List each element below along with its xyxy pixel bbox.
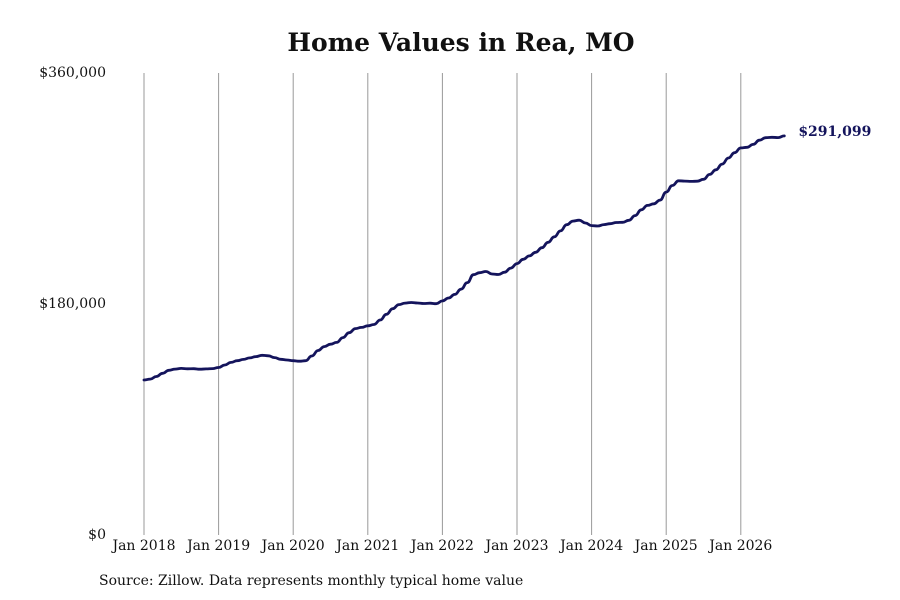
y-axis-ticks: $0 $180,000 $360,000 — [39, 65, 106, 543]
x-tick-label: Jan 2018 — [110, 538, 175, 554]
source-note: Source: Zillow. Data represents monthly … — [99, 573, 524, 589]
x-tick-label: Jan 2023 — [483, 538, 548, 554]
x-tick-label: Jan 2022 — [409, 538, 474, 554]
y-tick-label: $0 — [88, 527, 106, 543]
x-tick-label: Jan 2025 — [633, 538, 698, 554]
home-value-line — [142, 134, 786, 382]
x-tick-label: Jan 2021 — [334, 538, 399, 554]
chart-title: Home Values in Rea, MO — [287, 28, 635, 57]
y-tick-label: $180,000 — [39, 296, 106, 312]
latest-value-label: $291,099 — [798, 124, 871, 140]
y-tick-label: $360,000 — [39, 65, 106, 81]
x-tick-label: Jan 2020 — [260, 538, 325, 554]
x-axis-ticks: Jan 2018 Jan 2019 Jan 2020 Jan 2021 Jan 2022… — [110, 538, 772, 554]
x-tick-label: Jan 2024 — [558, 538, 623, 554]
x-tick-label: Jan 2026 — [707, 538, 772, 554]
gridlines — [143, 73, 742, 535]
x-tick-label: Jan 2019 — [185, 538, 250, 554]
